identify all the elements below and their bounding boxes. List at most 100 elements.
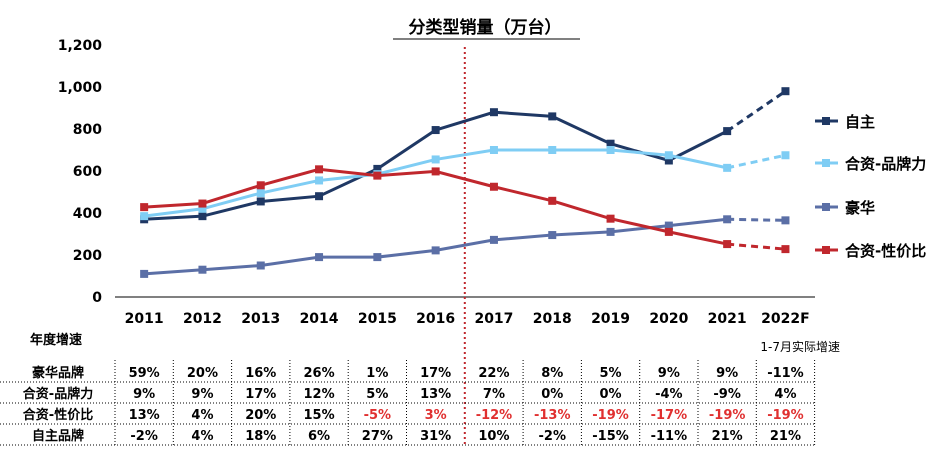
- series-forecast-line: [726, 89, 787, 133]
- table-cell: 17%: [420, 366, 451, 381]
- y-tick-label: 400: [73, 206, 102, 222]
- legend-label: 自主: [845, 113, 875, 131]
- table-cell: -15%: [592, 429, 629, 444]
- data-point: [606, 146, 615, 154]
- legend-label: 合资-品牌力: [844, 155, 926, 173]
- series-2: [140, 215, 790, 278]
- data-point: [315, 165, 324, 174]
- x-tick-label: 2013: [241, 311, 280, 327]
- data-point: [489, 235, 498, 244]
- table-cell: 31%: [420, 429, 451, 444]
- table-cell: 0%: [541, 387, 563, 402]
- data-point: [489, 146, 498, 154]
- table-cell: -5%: [364, 408, 391, 423]
- table-cell: -9%: [713, 387, 740, 402]
- data-point: [140, 212, 149, 221]
- table-cell: -11%: [651, 429, 688, 444]
- series-forecast-line: [727, 242, 786, 251]
- x-tick-label: 2020: [649, 311, 688, 327]
- series-forecast-line: [727, 217, 786, 222]
- table-cell: 20%: [187, 366, 218, 381]
- legend-label: 豪华: [845, 199, 875, 217]
- data-point: [373, 164, 382, 173]
- x-tick-label: 2011: [125, 311, 164, 327]
- data-point: [431, 246, 440, 255]
- table-row-label: 合资-品牌力: [23, 386, 93, 402]
- table-cell: 59%: [129, 366, 160, 381]
- table-header: 年度增速: [30, 332, 82, 348]
- data-point: [315, 176, 324, 185]
- table-row-label: 自主品牌: [32, 428, 84, 444]
- data-point: [664, 151, 673, 160]
- table-cell: 9%: [191, 387, 213, 402]
- data-point: [198, 265, 207, 274]
- table-cell: -19%: [709, 408, 746, 423]
- data-point: [198, 204, 207, 213]
- table-cell: 20%: [245, 408, 276, 423]
- data-point: [315, 253, 324, 262]
- y-tick-label: 1,000: [58, 80, 103, 96]
- data-point: [373, 171, 382, 180]
- data-point: [723, 215, 732, 224]
- table-cell: -2%: [539, 429, 566, 444]
- data-point: [548, 146, 557, 154]
- data-point: [373, 253, 382, 262]
- data-point: [256, 181, 265, 190]
- table-cell: 15%: [303, 408, 334, 423]
- data-point: [256, 261, 265, 270]
- data-point: [315, 192, 324, 201]
- data-point: [781, 87, 790, 96]
- data-point: [548, 196, 557, 205]
- legend-swatch-marker: [822, 117, 830, 125]
- table-cell: 7%: [483, 387, 505, 402]
- x-tick-label: 2021: [708, 311, 747, 327]
- series-line: [144, 167, 728, 246]
- table-cell: 12%: [303, 387, 334, 402]
- y-tick-label: 800: [73, 122, 102, 138]
- table-cell: -4%: [655, 387, 682, 402]
- table-cell: 22%: [478, 366, 509, 381]
- table-cell: -17%: [651, 408, 688, 423]
- chart-title: 分类型销量（万台）: [409, 17, 562, 38]
- data-point: [606, 214, 615, 223]
- data-point: [548, 112, 557, 121]
- table-cell: 9%: [658, 366, 680, 381]
- data-point: [198, 199, 207, 208]
- x-tick-label: 2019: [591, 311, 630, 327]
- x-tick-label: 2018: [533, 311, 572, 327]
- table-cell: 4%: [191, 429, 213, 444]
- table-cell: 13%: [129, 408, 160, 423]
- data-point: [431, 126, 440, 135]
- series-3: [140, 165, 790, 254]
- table-cell: 8%: [541, 366, 563, 381]
- data-point: [664, 156, 673, 165]
- legend-swatch-marker: [822, 159, 830, 167]
- y-tick-label: 1,200: [58, 38, 103, 54]
- x-tick-label: 2014: [300, 311, 339, 327]
- series-layer: [140, 87, 790, 278]
- x-tick-label: 2017: [474, 311, 513, 327]
- data-point: [781, 216, 790, 225]
- table-cell: 17%: [245, 387, 276, 402]
- table-cell: 9%: [133, 387, 155, 402]
- data-point: [256, 197, 265, 206]
- data-point: [723, 163, 732, 172]
- x-tick-label: 2015: [358, 311, 397, 327]
- legend-swatch-marker: [822, 203, 830, 211]
- data-point: [664, 227, 673, 236]
- table-cell: 1%: [366, 366, 388, 381]
- data-point: [198, 212, 207, 221]
- table-cell: 18%: [245, 429, 276, 444]
- data-point: [606, 227, 615, 236]
- table-cell: -11%: [767, 366, 804, 381]
- data-point: [431, 155, 440, 164]
- data-point: [140, 203, 149, 212]
- x-tick-label: 2016: [416, 311, 455, 327]
- axes: 1,200 1,000 800 600 400 200 0 2011 2012 2013 2014 2…: [58, 38, 815, 327]
- y-tick-label: 0: [92, 290, 102, 306]
- data-point: [664, 221, 673, 230]
- y-tick-label: 600: [73, 164, 102, 180]
